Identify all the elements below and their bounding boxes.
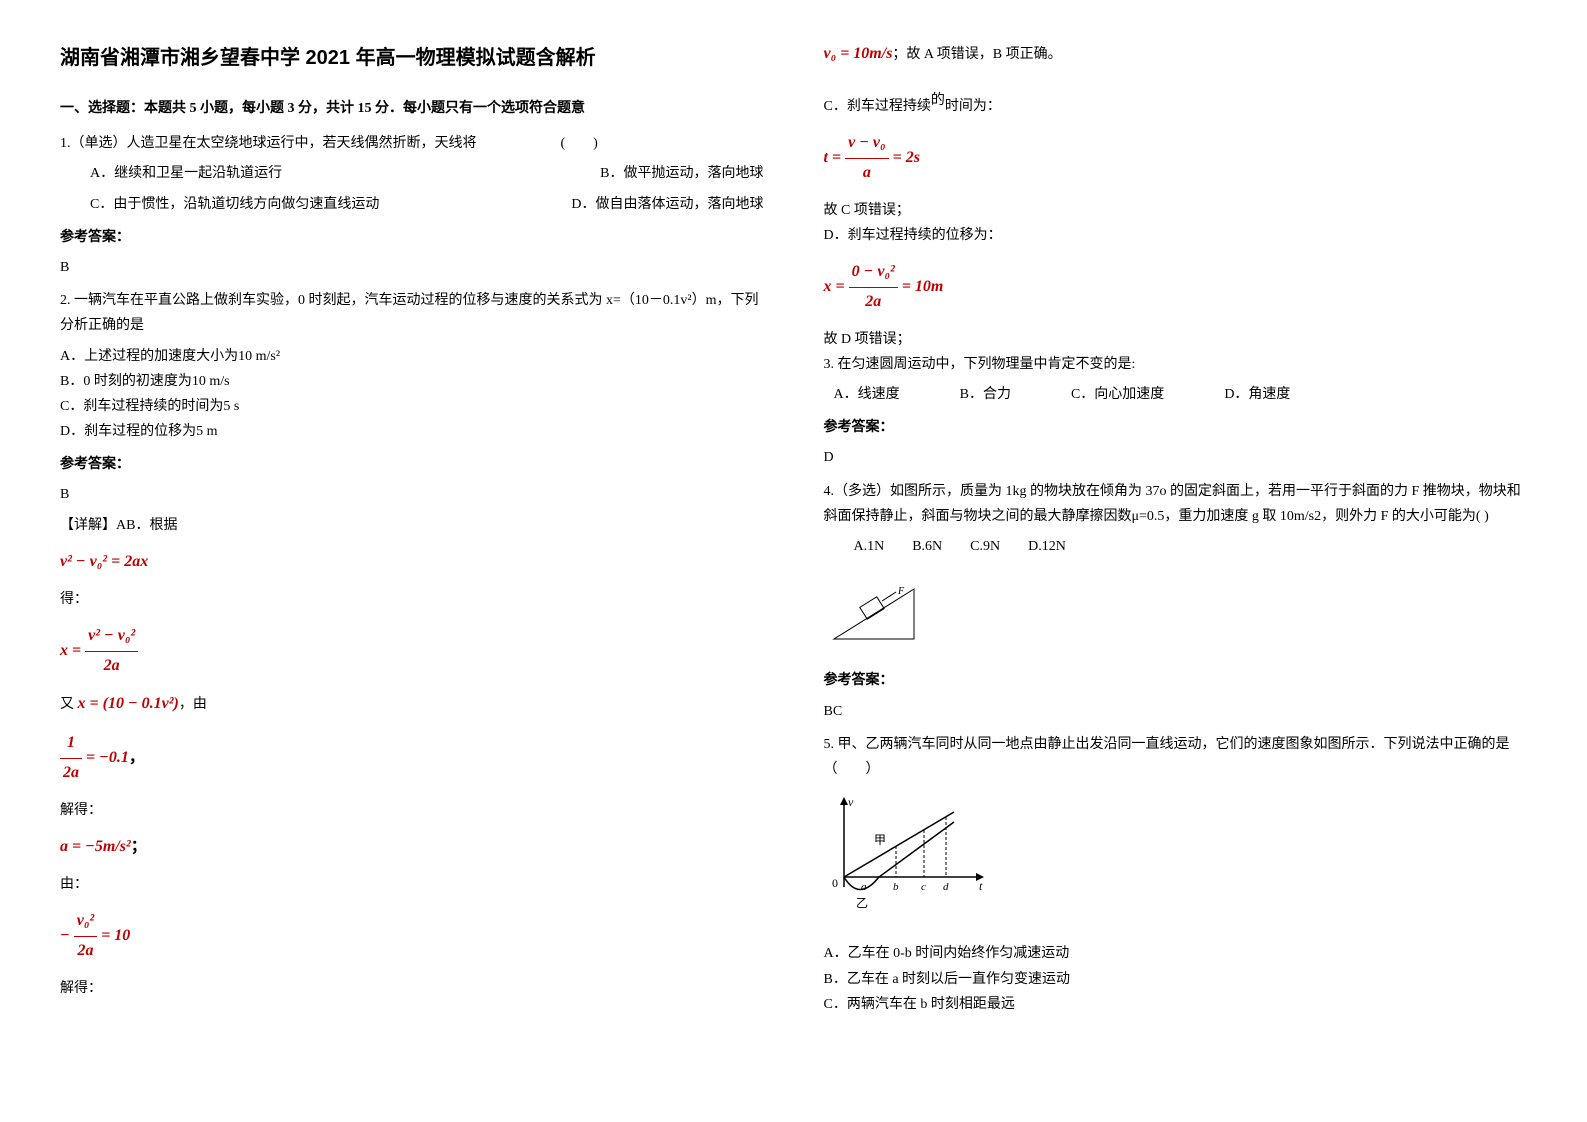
- q2-formula1: v² − v₀² = 2ax: [60, 548, 764, 577]
- q4-answer: BC: [824, 699, 1528, 724]
- q4-options: A.1N B.6N C.9N D.12N: [854, 534, 1528, 559]
- question-4: 4.（多选）如图所示，质量为 1kg 的物块放在倾角为 37o 的固定斜面上，若…: [824, 479, 1528, 724]
- q5-option-a: A．乙车在 0‐b 时间内始终作匀减速运动: [824, 941, 1528, 966]
- b-label: b: [893, 881, 899, 893]
- q5-text: 5. 甲、乙两辆汽车同时从同一地点由静止出发沿同一直线运动，它们的速度图象如图所…: [824, 732, 1528, 782]
- q4-diagram: F: [824, 569, 1528, 658]
- q2-option-c: C．刹车过程持续的时间为5 s: [60, 394, 764, 419]
- q1-answer-label: 参考答案：: [60, 225, 764, 250]
- question-1: 1.（单选）人造卫星在太空绕地球运行中，若天线偶然折断，天线将 ( ) A．继续…: [60, 131, 764, 280]
- q5-option-b: B．乙车在 a 时刻以后一直作匀变速运动: [824, 967, 1528, 992]
- q4-text: 4.（多选）如图所示，质量为 1kg 的物块放在倾角为 37o 的固定斜面上，若…: [824, 479, 1528, 529]
- velocity-time-graph: v 0 t 甲 乙 a b c d: [824, 792, 994, 922]
- q1-options-row2: C．由于惯性，沿轨道切线方向做匀速直线运动 D．做自由落体运动，落向地球: [90, 192, 764, 217]
- q3-option-a: A．线速度: [834, 382, 900, 407]
- q2-text-de: 得：: [60, 587, 764, 612]
- q2-text-jiede: 解得：: [60, 798, 764, 823]
- q2-text-jiede2: 解得：: [60, 976, 764, 1001]
- v-axis-label: v: [848, 795, 854, 809]
- question-2: 2. 一辆汽车在平直公路上做刹车实验，0 时刻起，汽车运动过程的位移与速度的关系…: [60, 288, 764, 1001]
- col2-text2: C．刹车过程持续的时间为：: [824, 94, 1528, 119]
- q3-option-b: B．合力: [960, 382, 1011, 407]
- q2-option-a: A．上述过程的加速度大小为10 m/s²: [60, 344, 764, 369]
- col2-formula2: t = v − v₀a = 2s: [824, 129, 1528, 188]
- d-label: d: [943, 881, 949, 893]
- a-label: a: [861, 881, 867, 893]
- q5-option-c: C．两辆汽车在 b 时刻相距最远: [824, 992, 1528, 1017]
- q2-text: 2. 一辆汽车在平直公路上做刹车实验，0 时刻起，汽车运动过程的位移与速度的关系…: [60, 288, 764, 338]
- q2-formula6: − v₀²2a = 10: [60, 907, 764, 966]
- q1-option-a: A．继续和卫星一起沿轨道运行: [90, 161, 282, 186]
- q2-formula2: x = v² − v₀²2a: [60, 622, 764, 681]
- inclined-plane-diagram: F: [824, 569, 924, 649]
- q2-formula5: a = −5m/s²；: [60, 833, 764, 862]
- origin-label: 0: [832, 876, 838, 890]
- q2-answer-label: 参考答案：: [60, 452, 764, 477]
- jia-label: 甲: [874, 833, 886, 847]
- col2-text5: 故 D 项错误；: [824, 327, 1528, 352]
- col2-text3: 故 C 项错误；: [824, 198, 1528, 223]
- q5-diagram: v 0 t 甲 乙 a b c d: [824, 792, 1528, 931]
- q4-answer-label: 参考答案：: [824, 668, 1528, 693]
- q2-text-youby: 由：: [60, 872, 764, 897]
- left-column: 湖南省湘潭市湘乡望春中学 2021 年高一物理模拟试题含解析 一、选择题：本题共…: [60, 40, 764, 1025]
- q2-formula4: 12a = −0.1，: [60, 729, 764, 788]
- right-column: v₀ = 10m/s；故 A 项错误，B 项正确。 C．刹车过程持续的时间为： …: [824, 40, 1528, 1025]
- q2-option-b: B．0 时刻的初速度为10 m/s: [60, 369, 764, 394]
- q1-answer: B: [60, 255, 764, 280]
- col2-text4: D．刹车过程持续的位移为：: [824, 223, 1528, 248]
- svg-text:F: F: [897, 586, 905, 597]
- q3-text: 3. 在匀速圆周运动中，下列物理量中肯定不变的是:: [824, 352, 1528, 377]
- q1-option-b: B．做平抛运动，落向地球: [600, 161, 763, 186]
- c-label: c: [921, 881, 926, 893]
- section-1-header: 一、选择题：本题共 5 小题，每小题 3 分，共计 15 分．每小题只有一个选项…: [60, 96, 764, 121]
- col2-line1: v₀ = 10m/s；故 A 项错误，B 项正确。: [824, 40, 1528, 69]
- question-5: 5. 甲、乙两辆汽车同时从同一地点由静止出发沿同一直线运动，它们的速度图象如图所…: [824, 732, 1528, 1017]
- q3-answer-label: 参考答案：: [824, 415, 1528, 440]
- q1-option-d: D．做自由落体运动，落向地球: [571, 192, 763, 217]
- q3-option-c: C．向心加速度: [1071, 382, 1164, 407]
- q1-option-c: C．由于惯性，沿轨道切线方向做匀速直线运动: [90, 192, 379, 217]
- q2-detail-intro: 【详解】AB．根据: [60, 513, 764, 538]
- q1-text: 1.（单选）人造卫星在太空绕地球运行中，若天线偶然折断，天线将 ( ): [60, 131, 764, 156]
- t-axis-label: t: [979, 879, 983, 893]
- col2-formula3: x = 0 − v₀²2a = 10m: [824, 258, 1528, 317]
- yi-label: 乙: [856, 896, 868, 910]
- q2-answer: B: [60, 482, 764, 507]
- question-3: 3. 在匀速圆周运动中，下列物理量中肯定不变的是: A．线速度 B．合力 C．向…: [824, 352, 1528, 471]
- q2-option-d: D．刹车过程的位移为5 m: [60, 419, 764, 444]
- document-title: 湖南省湘潭市湘乡望春中学 2021 年高一物理模拟试题含解析: [60, 40, 764, 76]
- q1-options-row1: A．继续和卫星一起沿轨道运行 B．做平抛运动，落向地球: [90, 161, 764, 186]
- q3-options: A．线速度 B．合力 C．向心加速度 D．角速度: [834, 382, 1528, 407]
- q3-answer: D: [824, 445, 1528, 470]
- q3-option-d: D．角速度: [1224, 382, 1290, 407]
- q2-text-you: 又 x = (10 − 0.1v²)，由: [60, 690, 764, 719]
